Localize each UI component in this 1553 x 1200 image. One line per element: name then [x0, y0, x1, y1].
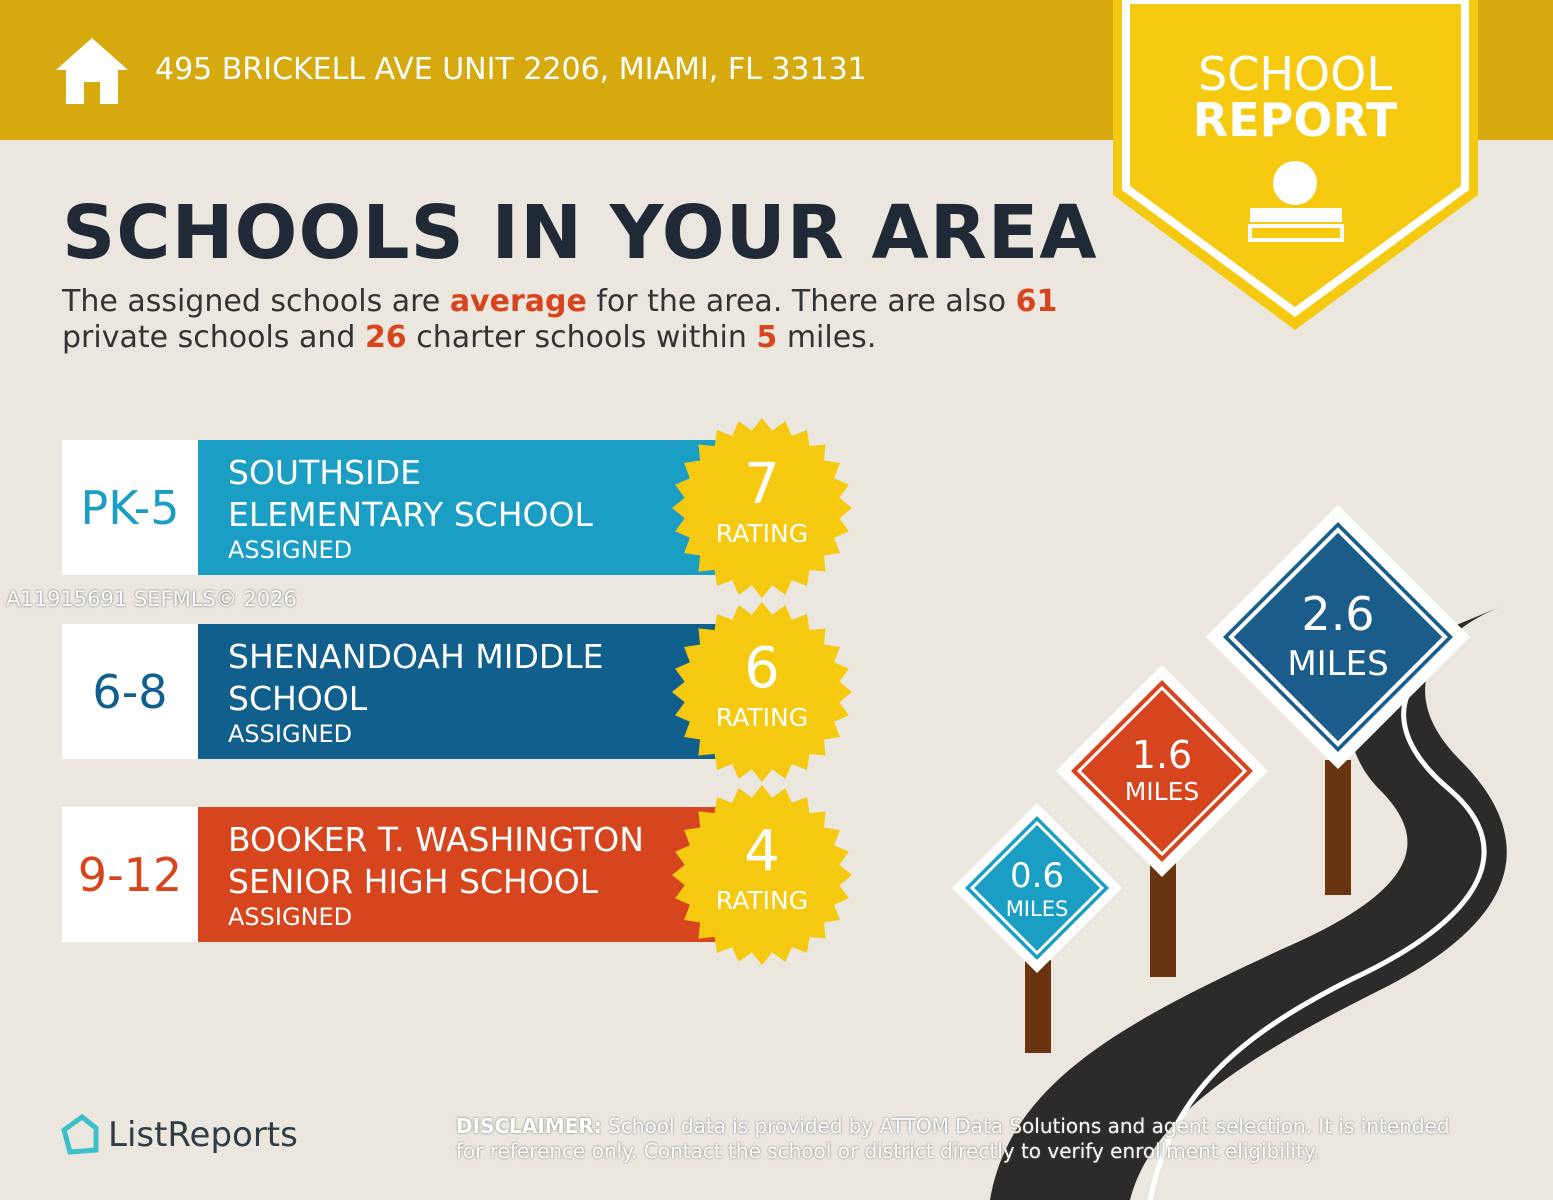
distance-value: 2.6 — [1301, 587, 1374, 641]
distance-unit: MILES — [1006, 897, 1069, 921]
watermark: A11915691 SEFMLS© 2026 — [6, 587, 297, 611]
text: miles. — [777, 320, 877, 355]
school-status: ASSIGNED — [228, 720, 353, 748]
highlight: 61 — [1015, 284, 1058, 319]
rating-value: 4 — [744, 819, 780, 884]
school-bar — [198, 440, 758, 575]
highlight: 26 — [364, 320, 407, 355]
school-bar — [198, 807, 758, 942]
rating-label: RATING — [716, 519, 808, 548]
school-status: ASSIGNED — [228, 903, 353, 931]
rating-label: RATING — [716, 886, 808, 915]
address: 495 BRICKELL AVE UNIT 2206, MIAMI, FL 33… — [155, 52, 867, 87]
rating-value: 7 — [744, 452, 780, 517]
school-name: SCHOOL — [228, 679, 368, 718]
rating-value: 6 — [744, 636, 780, 701]
school-name: SENIOR HIGH SCHOOL — [228, 862, 599, 901]
distance-value: 0.6 — [1010, 856, 1064, 896]
distance-value: 1.6 — [1132, 733, 1192, 777]
school-bar — [198, 624, 758, 759]
home-icon — [56, 38, 128, 104]
disclaimer-label: DISCLAIMER: — [456, 1114, 602, 1138]
highlight: 5 — [756, 320, 778, 355]
disclaimer: DISCLAIMER: School data is provided by A… — [456, 1114, 1476, 1164]
school-name: BOOKER T. WASHINGTON — [228, 820, 644, 859]
grade-range: PK-5 — [62, 440, 198, 575]
brand: ListReports — [108, 1115, 298, 1155]
grade-range: 9-12 — [62, 807, 198, 942]
disclaimer-text: School data is provided by ATTOM Data So… — [456, 1114, 1450, 1163]
grade-range: 6-8 — [62, 624, 198, 759]
text: for the area. There are also — [586, 284, 1016, 319]
distance-unit: MILES — [1287, 644, 1388, 684]
rating-label: RATING — [716, 703, 808, 732]
text: private schools and — [62, 320, 365, 355]
school-name: SHENANDOAH MIDDLE — [228, 637, 604, 676]
badge-line1: SCHOOL — [1198, 47, 1392, 101]
badge-line2: REPORT — [1193, 93, 1398, 147]
title: SCHOOLS IN YOUR AREA — [62, 190, 1098, 276]
text: charter schools within — [406, 320, 757, 355]
school-name: ELEMENTARY SCHOOL — [228, 495, 593, 534]
distance-unit: MILES — [1125, 777, 1200, 806]
school-status: ASSIGNED — [228, 536, 353, 564]
text: The assigned schools are — [62, 284, 450, 319]
school-name: SOUTHSIDE — [228, 453, 421, 492]
highlight: average — [449, 284, 587, 319]
summary: The assigned schools are average for the… — [62, 284, 1102, 356]
